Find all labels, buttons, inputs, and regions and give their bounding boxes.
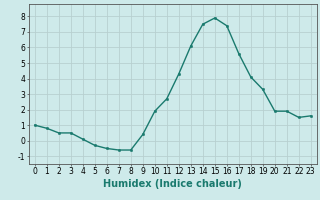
X-axis label: Humidex (Indice chaleur): Humidex (Indice chaleur) — [103, 179, 242, 189]
